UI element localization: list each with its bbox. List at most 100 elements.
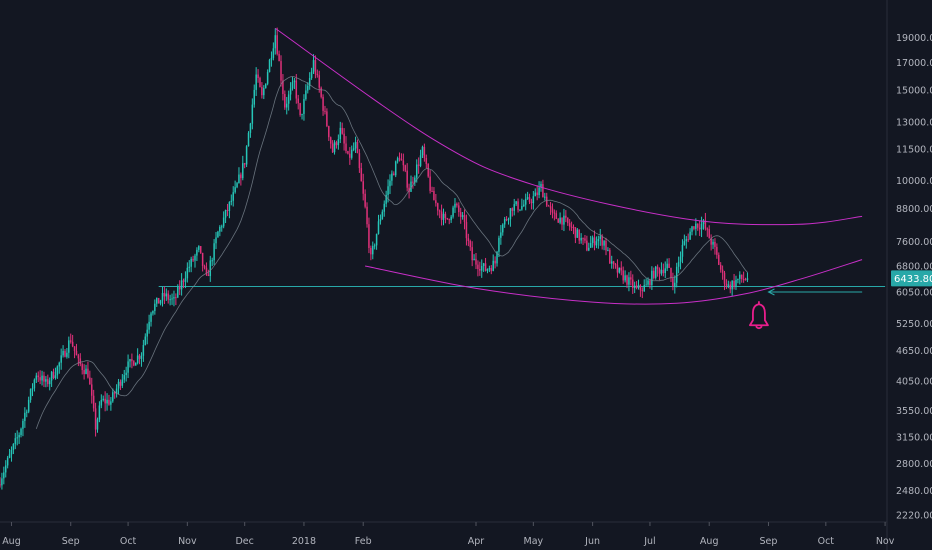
candle-body (278, 53, 280, 62)
candle-body (622, 270, 624, 281)
candle-body (446, 217, 449, 219)
candle-body (693, 226, 695, 229)
lower-trendline (365, 259, 863, 305)
candle (339, 121, 342, 144)
candle-body (29, 388, 32, 400)
candle (440, 204, 443, 226)
candle (159, 299, 162, 306)
candle-body (641, 290, 644, 292)
price-tick-label: 17000.00 (896, 58, 932, 69)
candle-body (161, 292, 164, 301)
candle-body (576, 229, 579, 238)
candle (178, 280, 181, 295)
candle (553, 209, 556, 221)
price-tick-label: 19000.00 (896, 33, 932, 44)
candle (471, 241, 473, 267)
candle-body (490, 268, 493, 271)
candle (169, 294, 171, 306)
candle (308, 72, 311, 90)
candle-body (710, 238, 712, 245)
candle (595, 236, 598, 249)
candle-body (159, 300, 162, 304)
candle (360, 162, 363, 182)
candle (526, 191, 529, 200)
candle-body (637, 285, 640, 288)
candle-body (731, 280, 733, 290)
candle-body (582, 237, 584, 239)
candle (664, 261, 666, 279)
candle-body (545, 196, 548, 206)
candle (29, 388, 32, 403)
candle-body (459, 212, 462, 217)
candle-body (119, 381, 122, 386)
candle-body (370, 247, 372, 255)
candle-body (106, 399, 108, 404)
candle-body (169, 299, 171, 301)
candle (278, 50, 280, 62)
candle-body (186, 267, 189, 279)
candle (341, 122, 343, 135)
time-axis[interactable]: Aug Sep Oct Nov Dec 2018 Feb Apr May Jun Jul Aug Sep… (2, 522, 895, 547)
candle (257, 69, 259, 83)
candle (492, 254, 494, 272)
candle (563, 208, 565, 232)
candle-body (123, 375, 126, 380)
candle-body (94, 408, 97, 430)
candle-body (297, 98, 299, 104)
candle-body (553, 212, 556, 214)
candle (431, 186, 433, 192)
candle-body (282, 80, 284, 95)
candle-body (633, 285, 636, 289)
candle (458, 202, 460, 217)
candle-body (0, 484, 1, 486)
candle (83, 364, 85, 380)
candle (324, 105, 326, 115)
candle-body (35, 375, 38, 380)
price-tick-label: 15000.00 (896, 86, 932, 97)
candle (108, 394, 110, 406)
candle-body (524, 198, 527, 205)
candle (639, 284, 642, 297)
candle (370, 245, 372, 261)
candle (0, 477, 1, 488)
candle-body (396, 158, 399, 162)
candle-body (666, 263, 668, 269)
candle-body (444, 213, 447, 218)
candle (391, 170, 393, 186)
candle (331, 140, 334, 154)
candle-body (138, 355, 141, 359)
candle-body (744, 279, 747, 281)
candle (14, 432, 17, 450)
candle (607, 247, 609, 252)
candle-body (308, 77, 311, 86)
candle-body (209, 260, 212, 276)
candle-body (18, 435, 20, 438)
candle (56, 365, 59, 379)
candle-body (228, 201, 231, 211)
candle-body (645, 284, 647, 286)
candle-body (387, 186, 389, 195)
candle-body (725, 283, 728, 286)
candle (102, 395, 104, 402)
candle-body (6, 457, 9, 466)
candle-body (406, 170, 408, 188)
candle (714, 238, 716, 255)
price-axis[interactable]: 2220.00 2480.00 2800.00 3150.00 3550.00 4050.… (896, 33, 932, 521)
candle-body (83, 370, 85, 375)
candle-body (647, 280, 649, 285)
candle (733, 273, 735, 290)
candle (96, 417, 99, 433)
candle (700, 216, 703, 238)
candle (668, 258, 670, 268)
candle-body (654, 266, 657, 278)
candle-body (417, 164, 420, 166)
candle-body (450, 216, 452, 221)
candle (60, 348, 62, 370)
candle-body (689, 231, 691, 240)
candle (616, 259, 619, 278)
candle-body (37, 375, 39, 378)
candle (337, 134, 340, 150)
candle (545, 192, 548, 208)
candle-body (360, 168, 363, 182)
